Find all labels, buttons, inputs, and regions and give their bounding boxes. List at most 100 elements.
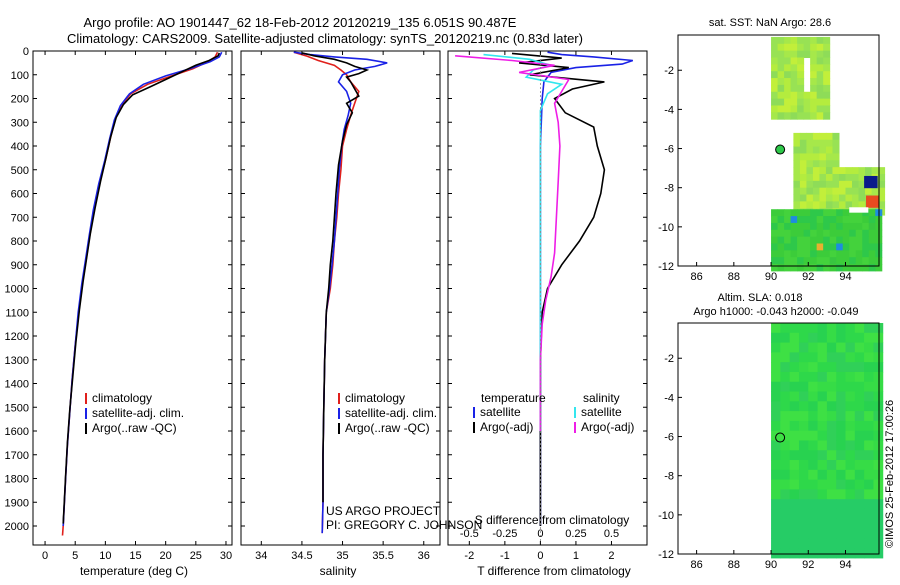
map-cell — [816, 71, 824, 79]
map-xtick-label: 88 — [728, 559, 740, 571]
map-cell — [819, 194, 827, 202]
map-cell — [832, 187, 840, 196]
map-cell — [771, 98, 779, 106]
map-cell — [838, 187, 846, 196]
map-cell — [845, 362, 856, 373]
map-cell — [823, 112, 831, 120]
map-cell — [771, 352, 781, 363]
map-cell — [777, 229, 785, 238]
map-cell — [819, 153, 827, 161]
map-cell — [789, 381, 800, 393]
salinity-axes — [240, 50, 441, 546]
map-cell — [771, 460, 781, 471]
map-cell — [838, 194, 846, 202]
map-cell — [864, 371, 874, 383]
map-cell — [836, 548, 846, 559]
map-cell — [780, 479, 791, 490]
map-cell — [868, 229, 876, 238]
map-cell — [808, 508, 819, 520]
map-cell — [823, 105, 831, 113]
map-cell — [826, 548, 837, 559]
map-cell — [810, 236, 818, 244]
map-cell — [780, 342, 791, 353]
xtick-label: 5 — [72, 550, 78, 562]
legend-label: climatology — [345, 391, 405, 405]
map-cell — [836, 420, 846, 432]
map-cell — [826, 362, 837, 373]
map-cell — [784, 98, 792, 106]
map-cell — [816, 222, 824, 231]
map-cell — [836, 229, 844, 238]
map-cell — [797, 105, 805, 113]
map-cell — [864, 420, 874, 432]
map-cell — [784, 36, 792, 45]
map-cell — [836, 460, 846, 471]
map-cell — [864, 342, 874, 353]
map-cell — [790, 222, 798, 231]
map-cell — [793, 146, 801, 154]
map-cell — [771, 538, 781, 549]
map-cell — [803, 112, 811, 120]
map-cell — [816, 112, 824, 120]
map-cell — [829, 222, 837, 231]
map-cell — [873, 440, 884, 451]
map-xtick-label: 92 — [802, 559, 814, 571]
map-cell — [816, 36, 824, 45]
map-cell — [817, 508, 828, 520]
map-cell — [873, 528, 884, 539]
map-cell — [798, 460, 809, 471]
map-cell — [771, 209, 779, 217]
ytick-label: 0 — [23, 46, 29, 58]
map-cell — [823, 209, 831, 217]
map-cell — [797, 216, 805, 224]
map-cell — [784, 50, 792, 59]
map-cell — [817, 440, 828, 451]
map-cell — [852, 187, 860, 196]
map-cell — [797, 43, 805, 52]
map-cell — [777, 243, 785, 251]
salinity-xlabel: salinity — [320, 564, 357, 578]
temperature-axes — [32, 50, 233, 546]
xtick-label: 1 — [573, 550, 579, 562]
map-cell — [771, 112, 779, 120]
map-cell — [816, 91, 824, 100]
map-cell — [826, 440, 837, 451]
map-cell — [784, 222, 792, 231]
map-cell — [816, 105, 824, 113]
map-cell — [845, 548, 856, 559]
map-cell — [810, 112, 818, 120]
map-cell — [842, 243, 850, 251]
map-cell — [790, 91, 798, 100]
map-cell — [816, 216, 824, 224]
map-cell — [836, 257, 844, 265]
map-cell — [849, 216, 857, 224]
map-cell — [854, 518, 865, 530]
map-ytick-label: -4 — [664, 392, 674, 404]
map-cell — [849, 207, 869, 213]
map-cell — [852, 201, 860, 209]
map-cell — [810, 57, 818, 65]
map-cell — [812, 180, 820, 189]
imos-timestamp: ©IMOS 25-Feb-2012 17:00:26 — [884, 400, 896, 548]
map-cell — [797, 71, 805, 79]
map-cell — [777, 36, 785, 45]
map-cell — [793, 187, 801, 196]
map-cell — [793, 153, 801, 161]
map-cell — [816, 84, 824, 93]
map-cell — [873, 469, 884, 481]
map-cell — [838, 167, 846, 175]
map-cell — [826, 538, 837, 549]
map-cell — [816, 209, 824, 217]
map-cell — [810, 222, 818, 231]
map-ytick-label: -8 — [664, 471, 674, 483]
map-cell — [808, 332, 819, 344]
map-cell — [855, 250, 863, 258]
map-cell — [854, 420, 865, 432]
map-cell — [858, 167, 866, 175]
map-cell — [845, 440, 856, 451]
map-cell — [826, 332, 837, 344]
map-cell — [798, 450, 809, 461]
map-cell — [826, 528, 837, 539]
credit-project: US ARGO PROJECT — [326, 504, 441, 518]
map-cell — [812, 146, 820, 154]
